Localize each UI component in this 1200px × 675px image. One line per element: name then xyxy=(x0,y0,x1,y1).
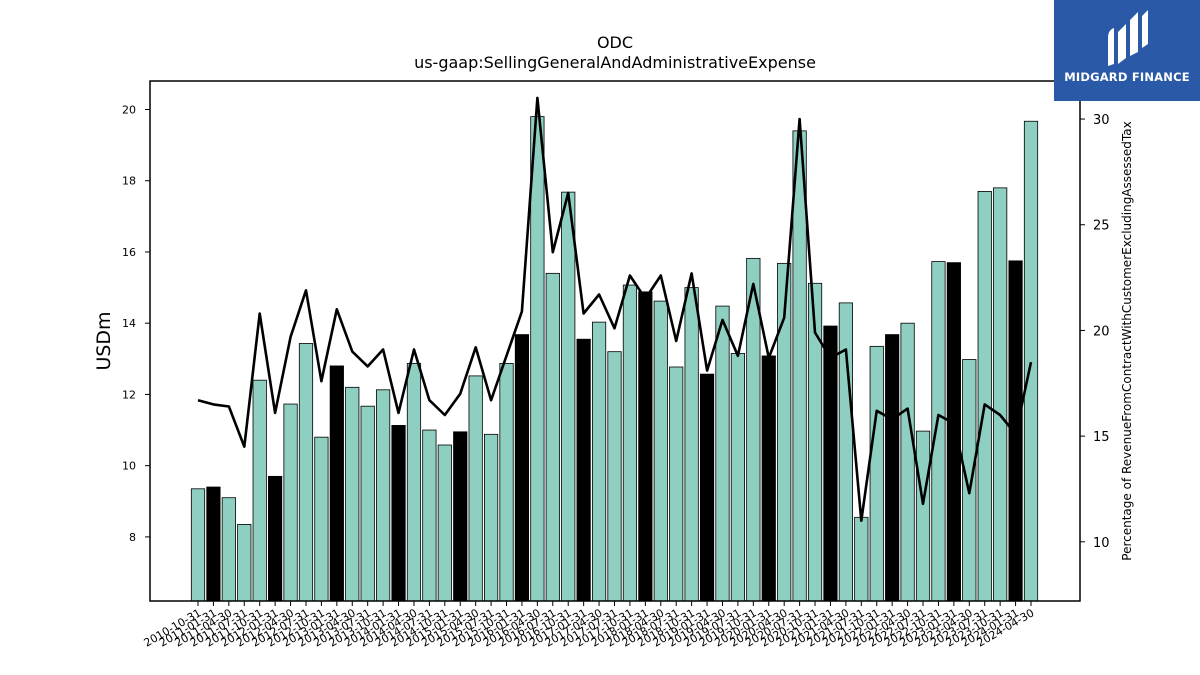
bar-2018-04-30 xyxy=(653,300,668,602)
bar-2014-04-30 xyxy=(406,363,422,602)
bar-2014-07-31 xyxy=(422,429,437,602)
bar-2017-07-31 xyxy=(607,351,622,602)
bar-2021-01-31 xyxy=(823,325,838,602)
bar-2018-10-31 xyxy=(684,287,699,602)
bar-2012-10-31 xyxy=(314,436,329,602)
brand-name: MIDGARD FINANCE xyxy=(1064,70,1190,84)
bar-2017-04-30 xyxy=(591,321,607,602)
bar-2013-01-31 xyxy=(329,365,344,602)
y-tick-label: 8 xyxy=(129,531,136,544)
x-ticks: 2010-10-312011-01-312011-04-302011-07-31… xyxy=(142,601,1037,650)
bar-2016-04-30 xyxy=(530,116,545,602)
y-axis-label: USDm xyxy=(93,311,115,370)
bar-2016-07-31 xyxy=(545,272,560,602)
chart-title: ODC xyxy=(597,33,633,52)
bar-2011-01-31 xyxy=(206,486,221,602)
bar-2019-07-31 xyxy=(730,353,745,602)
bar-2015-04-30 xyxy=(468,375,483,602)
bar-2021-04-30 xyxy=(838,302,853,602)
bar-2011-04-30 xyxy=(221,497,236,602)
bar-2010-10-31 xyxy=(190,488,206,602)
bar-2023-04-30 xyxy=(962,359,977,602)
y-ticks: 8 10 12 14 16 18 20 xyxy=(122,103,150,544)
bar-2018-01-31 xyxy=(638,291,653,602)
bar-2021-07-31 xyxy=(854,516,869,602)
bar-2011-07-31 xyxy=(237,524,252,602)
bar-2014-01-31 xyxy=(391,425,406,602)
y-tick-label: 10 xyxy=(122,460,136,473)
brand-mark-icon xyxy=(1108,10,1148,66)
bar-2015-10-31 xyxy=(499,363,514,602)
y2-tick-label: 25 xyxy=(1093,219,1110,234)
bar-2012-07-31 xyxy=(298,343,314,602)
y-tick-label: 20 xyxy=(122,103,136,116)
bar-2015-07-31 xyxy=(484,433,499,602)
bar-2013-07-31 xyxy=(360,405,375,602)
bar-2016-01-31 xyxy=(514,334,530,602)
bar-2012-04-30 xyxy=(283,403,298,602)
bar-2016-10-31 xyxy=(561,191,576,602)
bar-2018-07-31 xyxy=(669,366,684,602)
y2-ticks: 10 15 20 25 30 xyxy=(1080,113,1110,551)
line-path xyxy=(197,96,1033,523)
bar-2012-01-31 xyxy=(268,475,283,602)
bar-2013-04-30 xyxy=(345,386,360,602)
line-series xyxy=(197,96,1033,523)
bar-2021-10-31 xyxy=(869,345,884,602)
bar-2023-10-31 xyxy=(993,187,1008,602)
y2-tick-label: 15 xyxy=(1093,430,1110,445)
bar-2022-07-31 xyxy=(915,430,931,602)
bar-2013-10-31 xyxy=(376,389,391,602)
y2-tick-label: 10 xyxy=(1093,536,1110,551)
chart-subtitle: us-gaap:SellingGeneralAndAdministrativeE… xyxy=(414,53,816,72)
bar-2022-04-30 xyxy=(900,322,915,602)
bar-2017-01-31 xyxy=(576,338,591,602)
bar-2017-10-31 xyxy=(622,284,638,602)
bar-2024-04-30 xyxy=(1023,120,1039,602)
bar-2015-01-31 xyxy=(453,431,468,602)
brand-logo: MIDGARD FINANCE xyxy=(1054,0,1200,101)
y2-tick-label: 20 xyxy=(1093,324,1110,339)
y2-tick-label: 30 xyxy=(1093,113,1110,128)
y-tick-label: 12 xyxy=(122,388,136,401)
bar-2014-10-31 xyxy=(437,444,452,602)
bar-2022-01-31 xyxy=(885,334,900,602)
bar-2023-01-31 xyxy=(946,262,961,602)
bar-2019-04-30 xyxy=(715,305,730,602)
bar-2022-10-31 xyxy=(931,261,946,602)
y-tick-label: 18 xyxy=(122,175,136,188)
y-tick-label: 16 xyxy=(122,246,136,259)
bar-2019-01-31 xyxy=(699,373,715,602)
bar-2023-07-31 xyxy=(977,191,992,602)
y-tick-label: 14 xyxy=(122,317,136,330)
bar-2020-01-31 xyxy=(761,355,776,602)
bar-2011-10-31 xyxy=(252,379,267,602)
y2-axis-label: Percentage of RevenueFromContractWithCus… xyxy=(1120,121,1134,560)
